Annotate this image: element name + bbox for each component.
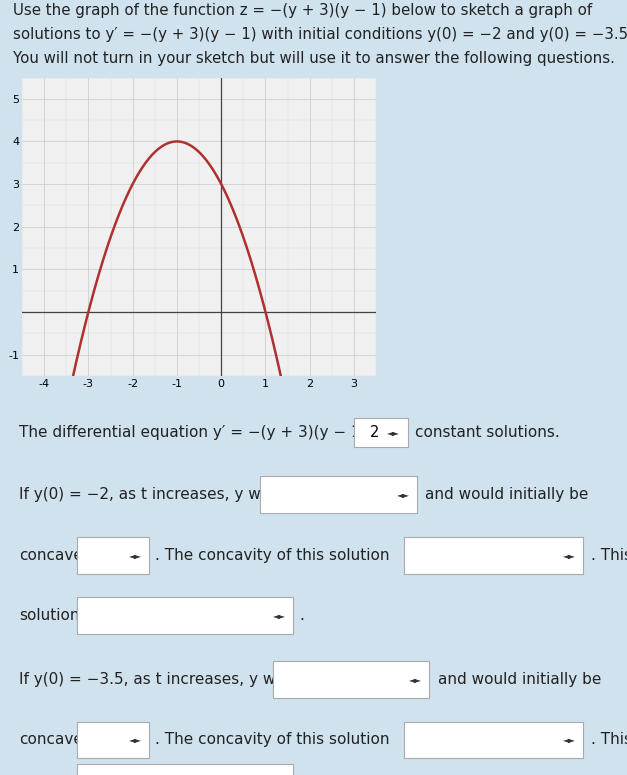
Text: ◄►: ◄► [409, 675, 422, 684]
Text: ◄►: ◄► [563, 735, 576, 745]
Text: ◄►: ◄► [387, 428, 400, 437]
Text: . The concavity of this solution: . The concavity of this solution [155, 732, 390, 747]
Text: ◄►: ◄► [129, 735, 142, 745]
Text: If y(0) = −3.5, as t increases, y would: If y(0) = −3.5, as t increases, y would [19, 672, 308, 687]
Text: and would initially be: and would initially be [438, 672, 601, 687]
Text: ◄►: ◄► [563, 551, 576, 560]
Text: .: . [299, 608, 304, 623]
Text: The differential equation y′ = −(y + 3)(y − 1) has: The differential equation y′ = −(y + 3)(… [19, 425, 398, 440]
FancyBboxPatch shape [77, 597, 293, 634]
Text: . The concavity of this solution: . The concavity of this solution [155, 548, 390, 563]
FancyBboxPatch shape [77, 764, 293, 775]
Text: If y(0) = −2, as t increases, y would: If y(0) = −2, as t increases, y would [19, 487, 293, 502]
Text: constant solutions.: constant solutions. [415, 425, 560, 440]
FancyBboxPatch shape [260, 477, 417, 513]
Text: You will not turn in your sketch but will use it to answer the following questio: You will not turn in your sketch but wil… [13, 51, 614, 66]
Text: concave: concave [19, 548, 83, 563]
Text: . This: . This [591, 548, 627, 563]
Text: solutions to y′ = −(y + 3)(y − 1) with initial conditions y(0) = −2 and y(0) = −: solutions to y′ = −(y + 3)(y − 1) with i… [13, 27, 627, 42]
Text: concave: concave [19, 732, 83, 747]
Text: ◄►: ◄► [129, 551, 142, 560]
Text: Use the graph of the function z = −(y + 3)(y − 1) below to sketch a graph of: Use the graph of the function z = −(y + … [13, 3, 592, 18]
Text: . This: . This [591, 732, 627, 747]
FancyBboxPatch shape [354, 418, 408, 447]
Text: 2: 2 [370, 425, 379, 440]
FancyBboxPatch shape [77, 722, 149, 759]
FancyBboxPatch shape [77, 537, 149, 574]
Text: and would initially be: and would initially be [425, 487, 589, 502]
Text: ◄►: ◄► [397, 491, 409, 499]
Text: ◄►: ◄► [273, 611, 286, 620]
FancyBboxPatch shape [273, 661, 429, 698]
FancyBboxPatch shape [404, 722, 583, 759]
FancyBboxPatch shape [404, 537, 583, 574]
Text: solution: solution [19, 608, 79, 623]
